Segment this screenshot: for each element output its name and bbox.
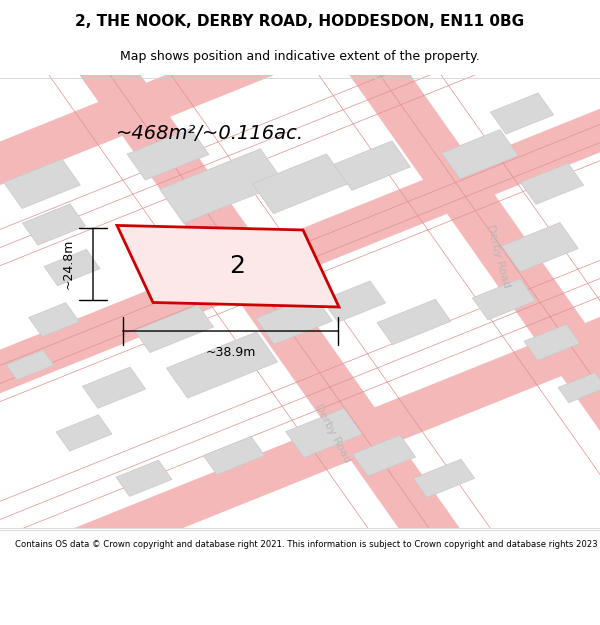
Polygon shape: [134, 305, 214, 352]
Polygon shape: [558, 372, 600, 402]
Polygon shape: [490, 93, 554, 134]
Text: 2: 2: [229, 254, 245, 278]
Polygon shape: [0, 191, 600, 608]
Text: Derby Road: Derby Road: [313, 402, 353, 464]
Polygon shape: [0, 0, 579, 336]
Polygon shape: [50, 14, 600, 625]
Polygon shape: [117, 226, 339, 307]
Polygon shape: [203, 436, 265, 475]
Polygon shape: [56, 415, 112, 451]
Polygon shape: [160, 149, 284, 223]
Polygon shape: [472, 279, 536, 320]
Text: 2, THE NOOK, DERBY ROAD, HODDESDON, EN11 0BG: 2, THE NOOK, DERBY ROAD, HODDESDON, EN11…: [76, 14, 524, 29]
Polygon shape: [44, 249, 100, 286]
Polygon shape: [352, 435, 416, 476]
Polygon shape: [524, 324, 580, 361]
Polygon shape: [413, 459, 475, 498]
Polygon shape: [82, 367, 146, 408]
Text: Map shows position and indicative extent of the property.: Map shows position and indicative extent…: [120, 50, 480, 62]
Text: ~38.9m: ~38.9m: [205, 346, 256, 359]
Polygon shape: [166, 332, 278, 398]
Polygon shape: [4, 159, 80, 209]
Polygon shape: [377, 299, 451, 344]
Polygon shape: [253, 154, 347, 214]
Polygon shape: [520, 163, 584, 204]
Polygon shape: [334, 141, 410, 191]
Polygon shape: [442, 129, 518, 179]
Polygon shape: [286, 408, 362, 458]
Polygon shape: [116, 460, 172, 496]
Text: ~468m²/~0.116ac.: ~468m²/~0.116ac.: [116, 124, 304, 143]
Polygon shape: [256, 295, 332, 344]
Text: ~24.8m: ~24.8m: [61, 239, 74, 289]
Polygon shape: [0, 54, 600, 471]
Polygon shape: [6, 350, 54, 380]
Polygon shape: [127, 129, 209, 180]
Polygon shape: [22, 204, 86, 245]
Polygon shape: [221, 0, 600, 612]
Polygon shape: [29, 302, 79, 337]
Text: Derby Road: Derby Road: [485, 224, 511, 289]
Text: Contains OS data © Crown copyright and database right 2021. This information is : Contains OS data © Crown copyright and d…: [15, 540, 600, 549]
Polygon shape: [322, 281, 386, 322]
Polygon shape: [502, 222, 578, 272]
